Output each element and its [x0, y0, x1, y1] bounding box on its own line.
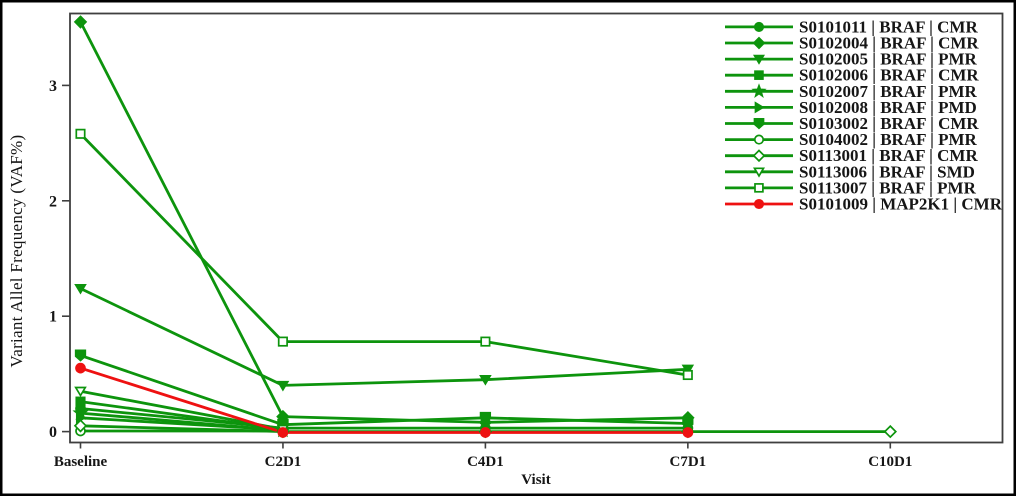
svg-text:S0104002 | BRAF | PMR: S0104002 | BRAF | PMR — [799, 130, 978, 149]
svg-text:C7D1: C7D1 — [670, 454, 707, 470]
svg-text:S0113001 | BRAF | CMR: S0113001 | BRAF | CMR — [799, 146, 978, 165]
svg-text:S0102006 | BRAF | CMR: S0102006 | BRAF | CMR — [799, 66, 979, 85]
svg-text:S0102004 | BRAF | CMR: S0102004 | BRAF | CMR — [799, 34, 979, 53]
svg-text:C2D1: C2D1 — [265, 454, 302, 470]
svg-text:S0101011 | BRAF | CMR: S0101011 | BRAF | CMR — [799, 17, 978, 36]
svg-text:1: 1 — [49, 309, 57, 326]
svg-text:S0102005 | BRAF | PMR: S0102005 | BRAF | PMR — [799, 50, 978, 69]
svg-text:C4D1: C4D1 — [467, 454, 504, 470]
svg-text:2: 2 — [49, 193, 57, 210]
svg-text:Baseline: Baseline — [54, 454, 108, 470]
svg-text:S0101009 | MAP2K1 | CMR: S0101009 | MAP2K1 | CMR — [799, 195, 1003, 214]
svg-text:S0102007 | BRAF | PMR: S0102007 | BRAF | PMR — [799, 82, 978, 101]
svg-text:Variant Allel Frequency (VAF%: Variant Allel Frequency (VAF%) — [7, 135, 26, 368]
svg-text:S0113006 | BRAF | SMD: S0113006 | BRAF | SMD — [799, 162, 975, 181]
svg-text:Visit: Visit — [521, 472, 550, 488]
svg-text:0: 0 — [49, 424, 57, 441]
svg-text:S0103002 | BRAF | CMR: S0103002 | BRAF | CMR — [799, 114, 979, 133]
svg-text:S0113007 | BRAF | PMR: S0113007 | BRAF | PMR — [799, 178, 977, 197]
svg-text:S0102008 | BRAF | PMD: S0102008 | BRAF | PMD — [799, 98, 977, 117]
svg-text:3: 3 — [49, 78, 57, 95]
svg-text:C10D1: C10D1 — [868, 454, 912, 470]
